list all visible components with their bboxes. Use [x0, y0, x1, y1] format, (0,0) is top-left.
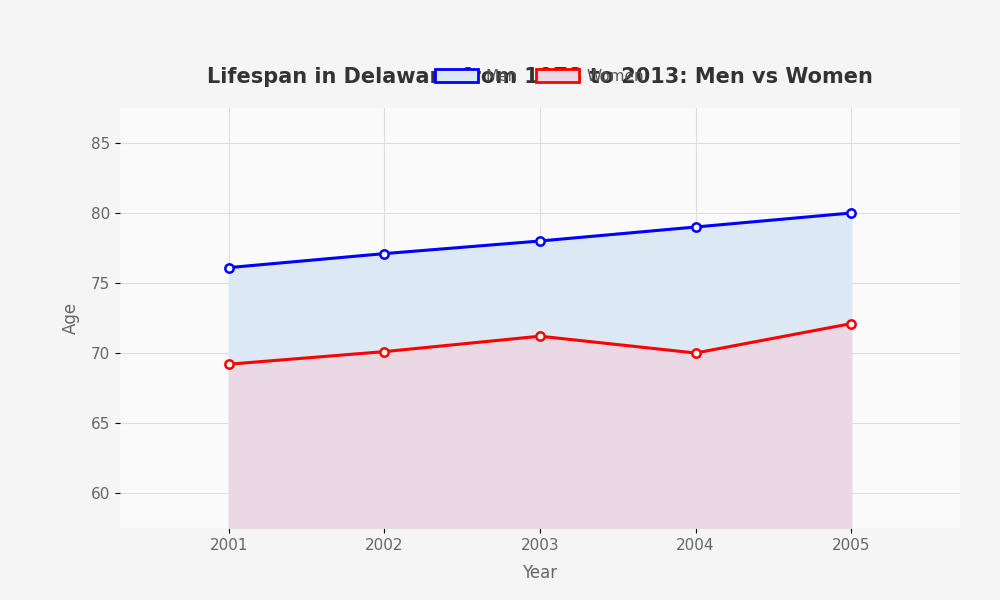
Y-axis label: Age: Age	[62, 302, 80, 334]
Legend: Men, Women: Men, Women	[428, 61, 652, 91]
X-axis label: Year: Year	[522, 564, 558, 582]
Title: Lifespan in Delaware from 1978 to 2013: Men vs Women: Lifespan in Delaware from 1978 to 2013: …	[207, 67, 873, 87]
